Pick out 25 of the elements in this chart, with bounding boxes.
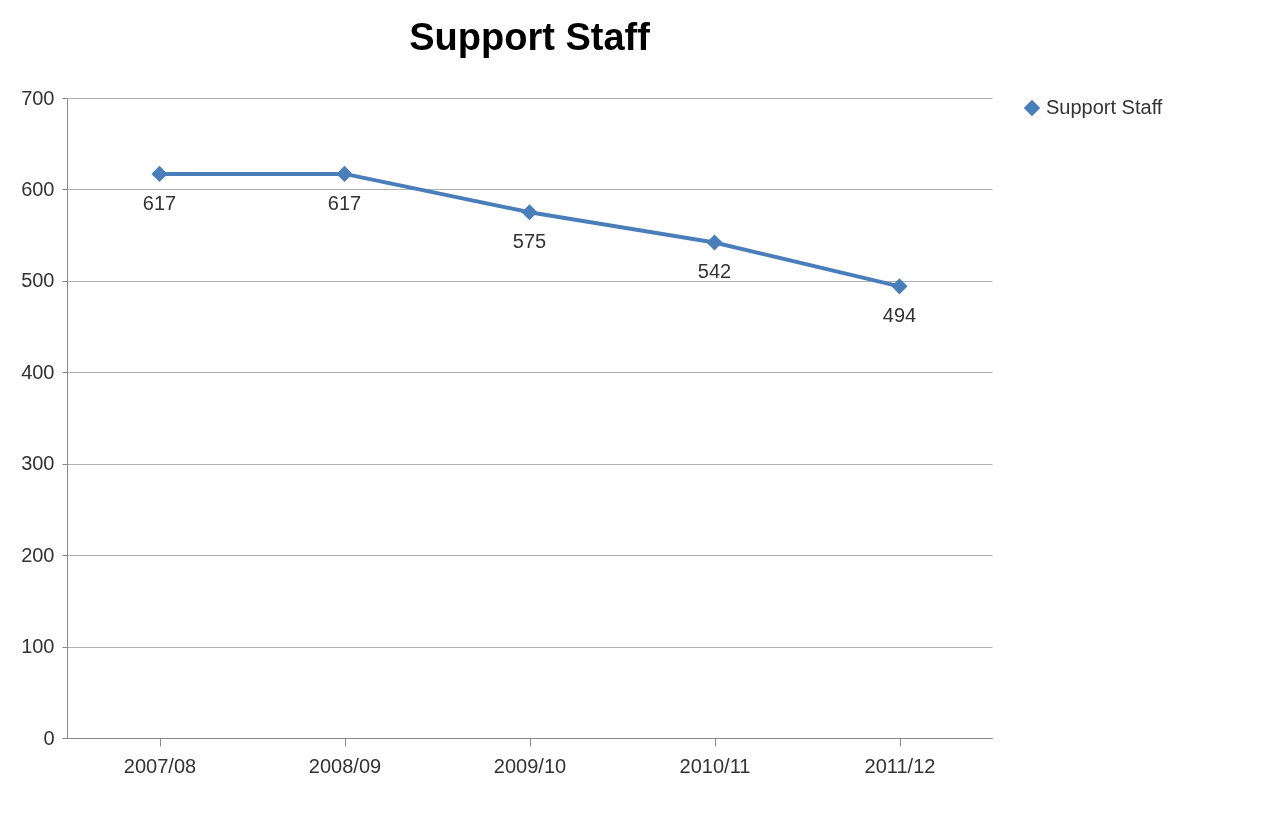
point [706, 234, 723, 251]
x-tick-label: 2011/12 [864, 754, 936, 777]
x-tick-label: 2007/08 [123, 754, 197, 777]
y-tick-label: 500 [21, 269, 55, 292]
point [891, 278, 908, 295]
y-tick-label: 300 [21, 452, 55, 475]
y-tick-label: 0 [43, 726, 55, 749]
x-tick-label: 2010/11 [679, 754, 751, 777]
x-tick-label: 2008/09 [308, 754, 382, 777]
x-tick-label: 2009/10 [493, 754, 567, 777]
data-label: 542 [697, 260, 732, 283]
point [336, 165, 353, 182]
data-label: 494 [882, 304, 917, 327]
y-tick-label: 100 [21, 635, 55, 658]
data-label: 575 [512, 230, 547, 253]
point [521, 204, 538, 221]
point [151, 165, 168, 182]
data-label: 617 [142, 191, 177, 214]
y-tick-label: 200 [21, 543, 55, 566]
y-tick-label: 400 [21, 360, 55, 383]
chart-title: Support Staff [409, 16, 651, 58]
y-tick-label: 700 [21, 86, 55, 109]
legend-label: Support Staff [1046, 96, 1163, 118]
data-label: 617 [327, 191, 362, 214]
y-tick-label: 600 [21, 177, 55, 200]
